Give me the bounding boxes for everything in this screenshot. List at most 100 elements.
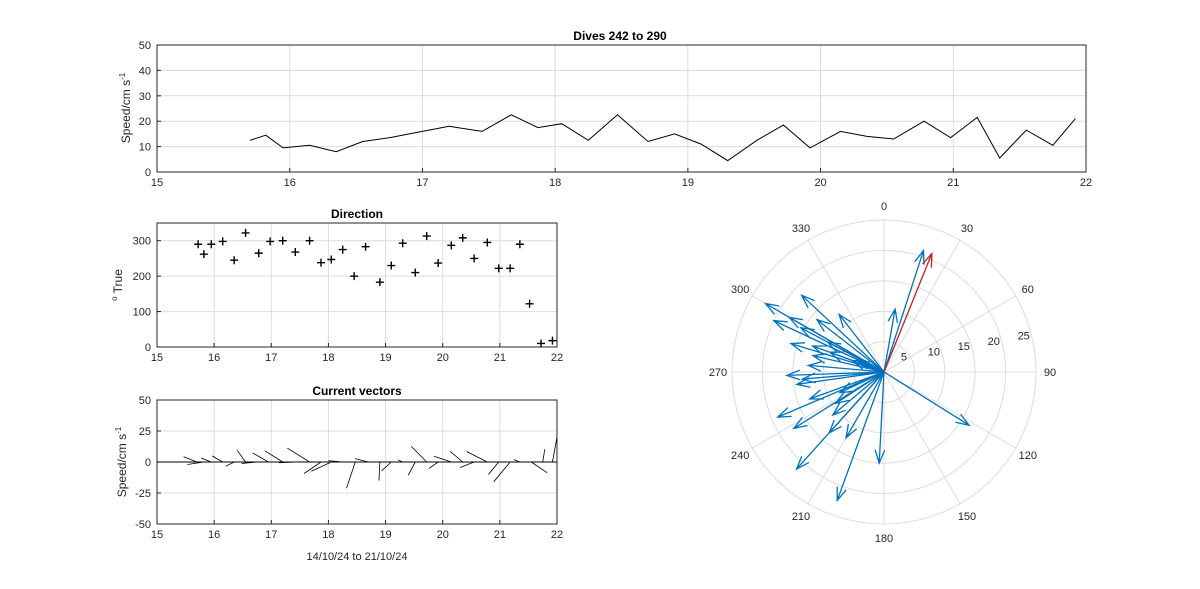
polar-angle-label: 60 [1022,284,1034,296]
polar-spoke [883,371,961,504]
vectors-ytick-label: 0 [145,457,151,469]
direction-point [199,250,208,259]
polar-vector [775,371,885,418]
vector-stick [225,461,235,467]
vector-stick [397,459,403,463]
vector-stick [183,456,198,463]
polar-vector [807,371,885,400]
vectors-xtick-label: 21 [494,529,506,541]
polar-angle-label: 90 [1044,367,1056,379]
direction-point [387,261,396,270]
direction-point [447,241,456,250]
vector-stick [278,461,298,464]
vectors-xtick-label: 22 [551,529,563,541]
direction-title: Direction [331,207,383,221]
speed-ytick-label: 10 [139,142,151,154]
polar-labels: 0 30 60 90 120 150 180 210 240 270 300 330 5 10 15 20 25 [709,201,1056,545]
vector-stick [449,451,463,463]
vectors-sticks [157,437,558,489]
speed-ylabel: Speed/cm s-1 [118,72,133,143]
vector-stick [542,449,546,463]
polar-radius-label: 5 [901,352,907,364]
polar-vector [836,371,885,503]
vector-stick [428,461,439,469]
vectors-xlabel: 14/10/24 to 21/10/24 [307,551,408,563]
speed-xtick-label: 15 [151,177,163,189]
vectors-ytick-label: 50 [139,395,151,407]
direction-point [361,242,370,251]
speed-ytick-label: 30 [139,91,151,103]
polar-spoke [752,371,885,449]
direction-point [218,237,227,246]
vector-stick [236,450,246,463]
vectors-xtick-label: 20 [437,529,449,541]
direction-point [291,248,300,257]
polar-vector [883,307,899,373]
polar-vector [883,371,971,427]
direction-point [434,259,443,268]
direction-xtick-label: 20 [437,352,449,364]
vectors-xtick-label: 15 [151,529,163,541]
polar-angle-label: 120 [1019,450,1037,462]
vectors-ylabel: Speed/cm s-1 [114,426,129,497]
polar-angle-label: 240 [731,450,749,462]
vector-stick [513,459,521,463]
speed-xtick-label: 17 [416,177,428,189]
direction-ylabel: o True [110,269,125,301]
direction-point [254,249,263,258]
direction-point [398,239,407,248]
polar-vector [845,371,885,440]
direction-ytick-label: 100 [133,307,151,319]
vector-stick [328,460,343,463]
polar-vector [883,248,925,373]
polar-vector [806,361,885,373]
vector-stick [287,447,310,463]
direction-point [548,336,557,345]
direction-point [458,233,467,242]
direction-point [305,236,314,245]
polar-vector [789,342,885,373]
vector-stick [264,450,283,463]
vector-stick [488,461,500,475]
speed-xtick-label: 20 [814,177,826,189]
direction-point [241,228,250,237]
polar-spoke [883,295,1016,373]
vectors-ytick-label: -50 [135,519,151,531]
direction-ytick-label: 0 [145,342,151,354]
vectors-xtick-label: 16 [208,529,220,541]
direction-grid [157,223,557,347]
vectors-xtick-label: 17 [265,529,277,541]
direction-ticks: 15 16 17 18 19 20 21 22 0 100 200 300 [133,236,563,364]
vector-stick [493,461,511,483]
polar-radius-label: 20 [988,336,1000,348]
vectors-xtick-label: 19 [379,529,391,541]
speed-xtick-label: 21 [947,177,959,189]
polar-angle-label: 270 [709,367,727,379]
direction-point [194,240,203,249]
speed-title: Dives 242 to 290 [573,29,667,43]
polar-mean-vector [883,251,933,373]
polar-vector [837,313,885,373]
speed-axes-box [156,44,1087,173]
polar-radius-label: 10 [928,346,940,358]
vector-stick [303,461,322,474]
speed-ytick-label: 0 [145,167,151,179]
direction-xtick-label: 17 [265,352,277,364]
polar-angle-label: 330 [792,223,810,235]
direction-point [515,240,524,249]
vector-stick [466,451,488,463]
speed-grid [157,45,1086,172]
direction-point [338,245,347,254]
direction-point [350,272,359,281]
polar-angle-label: 180 [875,533,893,545]
vector-stick [531,461,548,474]
speed-series-line [249,114,1076,162]
polar-vector [874,371,886,465]
polar-spoke [807,240,885,373]
direction-ytick-label: 200 [133,271,151,283]
polar-spoke [883,240,961,373]
direction-point [525,299,534,308]
vector-stick [252,452,269,463]
direction-xtick-label: 16 [208,352,220,364]
polar-radius-label: 15 [958,341,970,353]
